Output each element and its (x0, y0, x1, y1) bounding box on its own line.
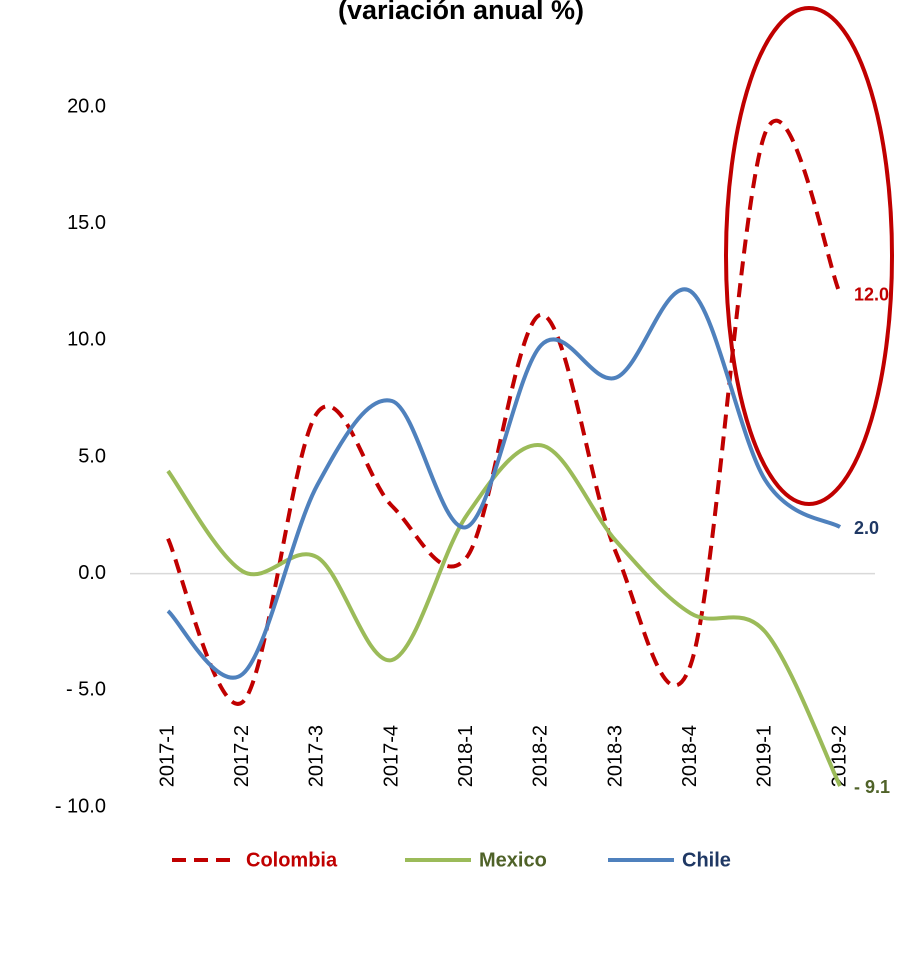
y-tick-label: - 10.0 (55, 795, 106, 817)
highlight-ellipse (724, 6, 894, 506)
series-line (166, 119, 842, 706)
series-line (166, 443, 842, 787)
y-tick-label: 10.0 (67, 329, 106, 351)
x-tick-label: 2019-1 (754, 725, 776, 787)
x-tick-label: 2018-3 (604, 725, 626, 787)
data-label: 2.0 (854, 518, 879, 538)
chart-title: (variación anual %) (338, 0, 584, 25)
legend-label: Mexico (479, 849, 547, 871)
x-tick-label: 2019-2 (828, 725, 850, 787)
y-tick-label: 0.0 (78, 562, 106, 584)
y-tick-label: 20.0 (67, 95, 106, 117)
x-tick-label: 2017-2 (231, 725, 253, 787)
series-line (166, 287, 842, 680)
legend-label: Colombia (246, 849, 338, 871)
x-tick-label: 2017-4 (380, 725, 402, 787)
x-tick-label: 2018-1 (455, 725, 477, 787)
y-tick-label: 5.0 (78, 445, 106, 467)
data-label: - 9.1 (854, 777, 890, 797)
x-tick-label: 2018-2 (530, 725, 552, 787)
y-tick-label: 15.0 (67, 212, 106, 234)
data-label: 12.0 (854, 284, 889, 304)
y-tick-label: - 5.0 (66, 679, 106, 701)
legend-label: Chile (682, 849, 731, 871)
x-tick-label: 2017-3 (306, 725, 328, 787)
x-tick-label: 2017-1 (156, 725, 178, 787)
x-tick-label: 2018-4 (679, 725, 701, 787)
